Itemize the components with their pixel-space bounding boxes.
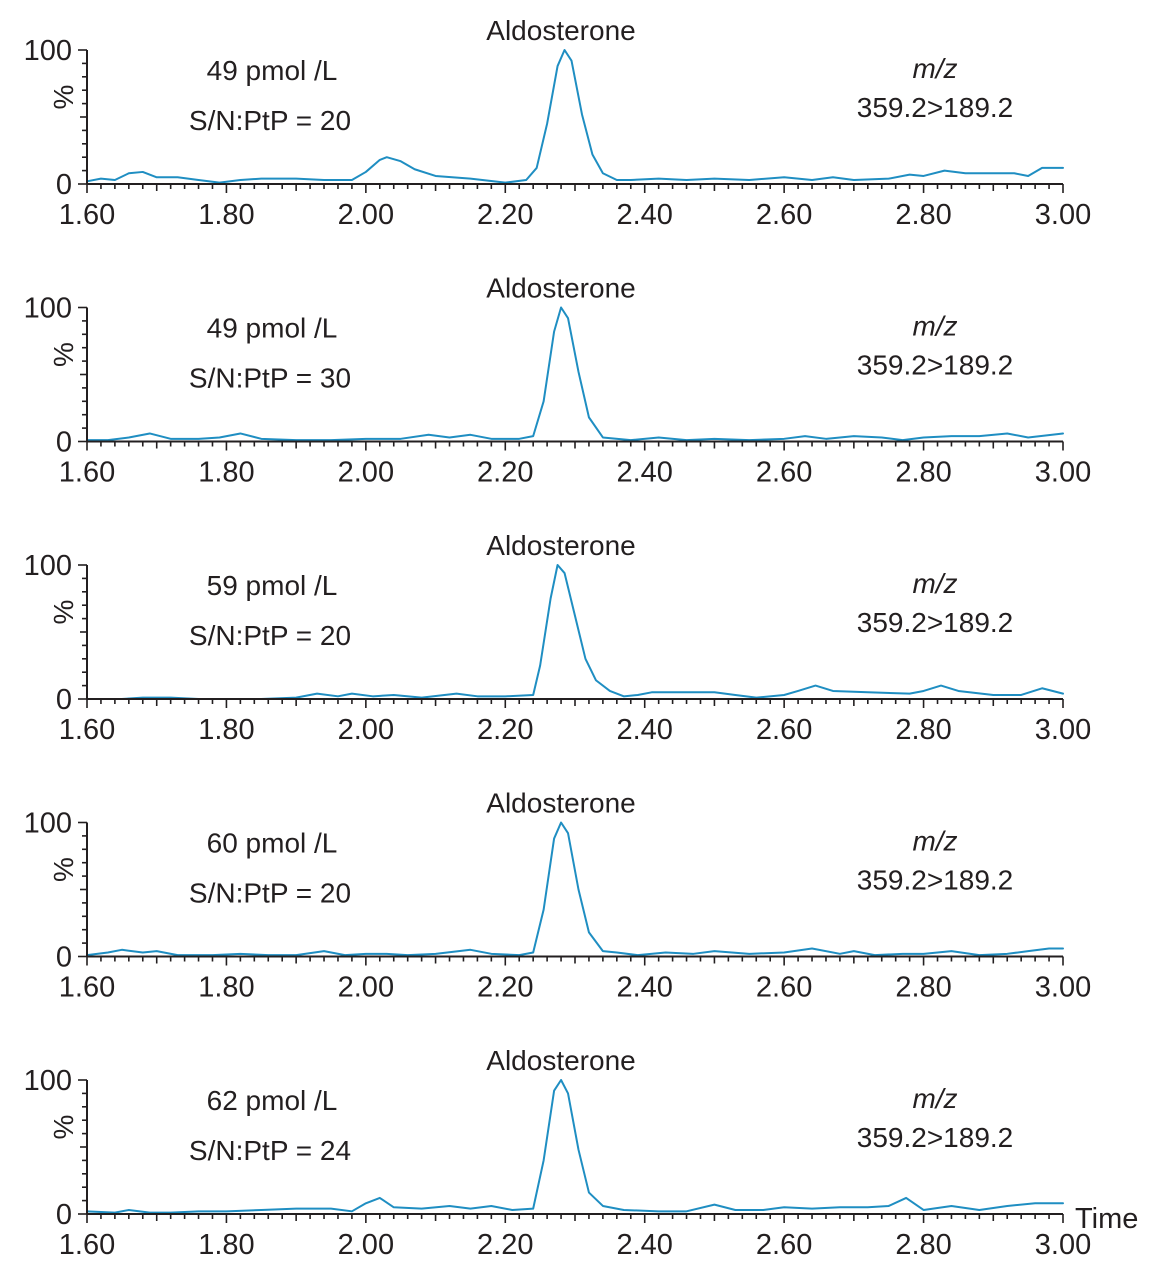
trace-line: [86, 306, 1064, 442]
y-tick-label: 0: [56, 942, 72, 974]
y-tick-label: 100: [24, 35, 72, 67]
mz-label: m/z: [912, 826, 957, 857]
concentration-label: 62 pmol /L: [207, 1085, 338, 1116]
x-axis-label: Time: [1075, 1203, 1138, 1235]
x-tick-label: 1.80: [198, 972, 254, 1004]
x-tick-label: 3.00: [1035, 714, 1091, 746]
x-tick-label: 2.60: [756, 1229, 812, 1261]
x-tick-label: 2.20: [477, 972, 533, 1004]
x-tick-label: 2.60: [756, 972, 812, 1004]
mz-transition: 359.2>189.2: [857, 1122, 1014, 1153]
x-tick-label: 1.80: [198, 457, 254, 489]
trace-line: [86, 821, 1064, 957]
x-tick-label: 2.80: [895, 457, 951, 489]
x-tick-label: 2.60: [756, 457, 812, 489]
signal-to-noise-label: S/N:PtP = 20: [189, 105, 351, 136]
x-tick-label: 2.40: [616, 199, 672, 231]
y-axis-label: %: [48, 600, 79, 625]
x-tick-label: 3.00: [1035, 457, 1091, 489]
x-tick-label: 3.00: [1035, 199, 1091, 231]
x-tick-label: 1.60: [59, 199, 115, 231]
mz-label: m/z: [912, 311, 957, 342]
x-tick-label: 1.60: [59, 972, 115, 1004]
concentration-label: 59 pmol /L: [207, 570, 338, 601]
trace-line: [86, 1079, 1064, 1214]
chromatogram-panel-4: 1.60 1.80 2.00 2.20 2.40 2.60 2.80 3.00 0 100% Ald…: [24, 788, 1092, 1004]
x-tick-label: 1.80: [198, 1229, 254, 1261]
x-tick-label: 2.20: [477, 1229, 533, 1261]
x-tick-label: 1.60: [59, 457, 115, 489]
x-tick-label: 3.00: [1035, 972, 1091, 1004]
y-tick-label: 0: [56, 684, 72, 716]
x-tick-label: 2.00: [338, 199, 394, 231]
x-tick-label: 1.60: [59, 714, 115, 746]
y-tick-label: 100: [24, 1065, 72, 1097]
x-tick-label: 2.00: [338, 714, 394, 746]
concentration-label: 60 pmol /L: [207, 828, 338, 859]
x-tick-label: 2.80: [895, 199, 951, 231]
y-tick-label: 100: [24, 808, 72, 840]
chromatogram-panel-1: 1.60 1.80 2.00 2.20 2.40 2.60 2.80 3.00 0 100% Ald…: [24, 15, 1092, 231]
x-tick-label: 2.00: [338, 972, 394, 1004]
mz-transition: 359.2>189.2: [857, 865, 1014, 896]
concentration-label: 49 pmol /L: [207, 313, 338, 344]
trace-line: [86, 49, 1064, 184]
signal-to-noise-label: S/N:PtP = 20: [189, 620, 351, 651]
y-tick-label: 100: [24, 293, 72, 325]
mz-label: m/z: [912, 53, 957, 84]
y-tick-label: 0: [56, 1199, 72, 1231]
x-tick-label: 2.00: [338, 1229, 394, 1261]
signal-to-noise-label: S/N:PtP = 20: [189, 878, 351, 909]
x-tick-label: 1.80: [198, 714, 254, 746]
x-tick-label: 2.40: [616, 972, 672, 1004]
x-tick-label: 2.60: [756, 714, 812, 746]
chromatogram-panel-3: 1.60 1.80 2.00 2.20 2.40 2.60 2.80 3.00 0 100% Ald…: [24, 530, 1092, 746]
panel-title: Aldosterone: [486, 1045, 635, 1076]
x-tick-label: 2.80: [895, 972, 951, 1004]
x-tick-label: 1.60: [59, 1229, 115, 1261]
signal-to-noise-label: S/N:PtP = 24: [189, 1135, 351, 1166]
y-axis-label: %: [48, 342, 79, 367]
x-tick-label: 2.80: [895, 1229, 951, 1261]
chromatogram-panel-2: 1.60 1.80 2.00 2.20 2.40 2.60 2.80 3.00 0 100% Ald…: [24, 273, 1092, 489]
mz-transition: 359.2>189.2: [857, 92, 1014, 123]
x-tick-label: 3.00: [1035, 1229, 1091, 1261]
trace-line: [86, 564, 1064, 700]
x-tick-label: 1.80: [198, 199, 254, 231]
signal-to-noise-label: S/N:PtP = 30: [189, 363, 351, 394]
panel-title: Aldosterone: [486, 273, 635, 304]
y-axis-label: %: [48, 857, 79, 882]
mz-label: m/z: [912, 1083, 957, 1114]
panel-title: Aldosterone: [486, 15, 635, 46]
x-tick-label: 2.40: [616, 1229, 672, 1261]
x-tick-label: 2.80: [895, 714, 951, 746]
panel-title: Aldosterone: [486, 530, 635, 561]
panel-title: Aldosterone: [486, 788, 635, 819]
chromatogram-panel-5: 1.60 1.80 2.00 2.20 2.40 2.60 2.80 3.00 0 100% Ald…: [24, 1045, 1139, 1261]
x-tick-label: 2.20: [477, 457, 533, 489]
x-tick-label: 2.20: [477, 714, 533, 746]
y-tick-label: 100: [24, 550, 72, 582]
x-tick-label: 2.20: [477, 199, 533, 231]
y-axis-label: %: [48, 1115, 79, 1140]
x-tick-label: 2.60: [756, 199, 812, 231]
x-tick-label: 2.00: [338, 457, 394, 489]
x-tick-label: 2.40: [616, 457, 672, 489]
y-axis-label: %: [48, 85, 79, 110]
mz-transition: 359.2>189.2: [857, 350, 1014, 381]
concentration-label: 49 pmol /L: [207, 55, 338, 86]
x-tick-label: 2.40: [616, 714, 672, 746]
y-tick-label: 0: [56, 169, 72, 201]
mz-label: m/z: [912, 568, 957, 599]
y-tick-label: 0: [56, 427, 72, 459]
mz-transition: 359.2>189.2: [857, 607, 1014, 638]
